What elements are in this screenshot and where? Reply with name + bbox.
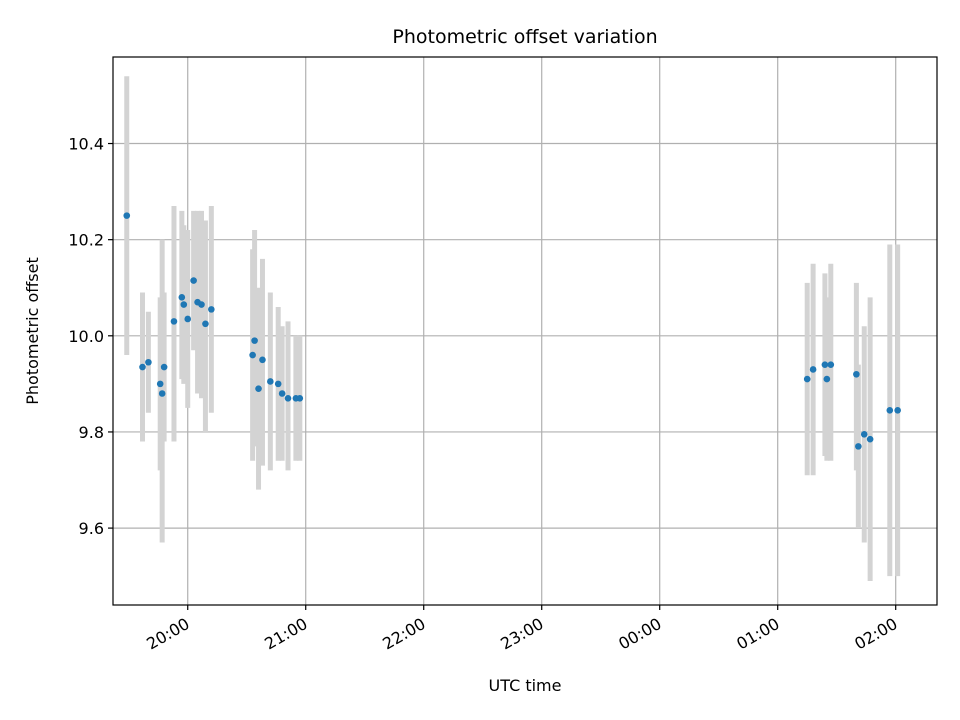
data-point [821,361,829,368]
point-layer [123,212,901,450]
y-tick-label: 9.8 [79,423,104,442]
x-tick-label: 02:00 [851,614,900,654]
data-point [809,366,817,373]
data-point [251,337,258,344]
data-point [158,390,166,397]
x-tick-label: 22:00 [379,614,428,654]
data-point [267,378,274,385]
data-point [156,380,164,388]
data-point [170,318,178,325]
x-axis-title: UTC time [489,676,562,695]
plot-frame [112,56,938,606]
y-tick-label: 10.4 [68,135,104,154]
data-point [894,407,901,414]
data-point [255,385,262,392]
chart-title: Photometric offset variation [392,26,657,48]
data-point [296,394,304,402]
errorbar-layer [124,76,901,581]
data-point [866,435,874,443]
data-point [249,351,256,359]
data-point [178,294,186,301]
data-point [823,375,831,383]
y-tick-label: 10.0 [68,327,104,346]
y-axis-title: Photometric offset [23,257,42,405]
data-point [160,363,168,371]
data-point [278,390,286,397]
data-point [803,375,811,383]
data-point [123,212,131,219]
data-point [827,361,835,368]
data-point [886,407,894,414]
x-axis-ticks: 20:00 21:00 22:00 23:00 00:00 01:00 02:00 [143,605,901,654]
data-point [180,301,188,308]
data-point [853,370,860,378]
x-tick-label: 20:00 [143,614,192,654]
y-axis-ticks: 9.6 9.8 10.0 10.2 10.4 [68,135,113,538]
x-tick-label: 23:00 [497,614,546,654]
data-point [860,431,868,438]
data-point [208,306,215,313]
y-tick-label: 10.2 [68,231,104,250]
data-point [190,277,197,284]
x-tick-label: 01:00 [733,614,782,654]
data-point [184,315,192,323]
grid-layer [113,57,937,605]
x-tick-label: 21:00 [261,614,310,654]
data-point [198,301,205,308]
data-point [284,394,292,402]
data-point [139,363,146,371]
data-point [274,380,282,388]
y-tick-label: 9.6 [79,519,104,538]
data-point [145,358,152,366]
data-point [202,320,209,328]
data-point [855,443,862,450]
x-tick-label: 00:00 [615,614,664,654]
data-point [259,356,266,364]
